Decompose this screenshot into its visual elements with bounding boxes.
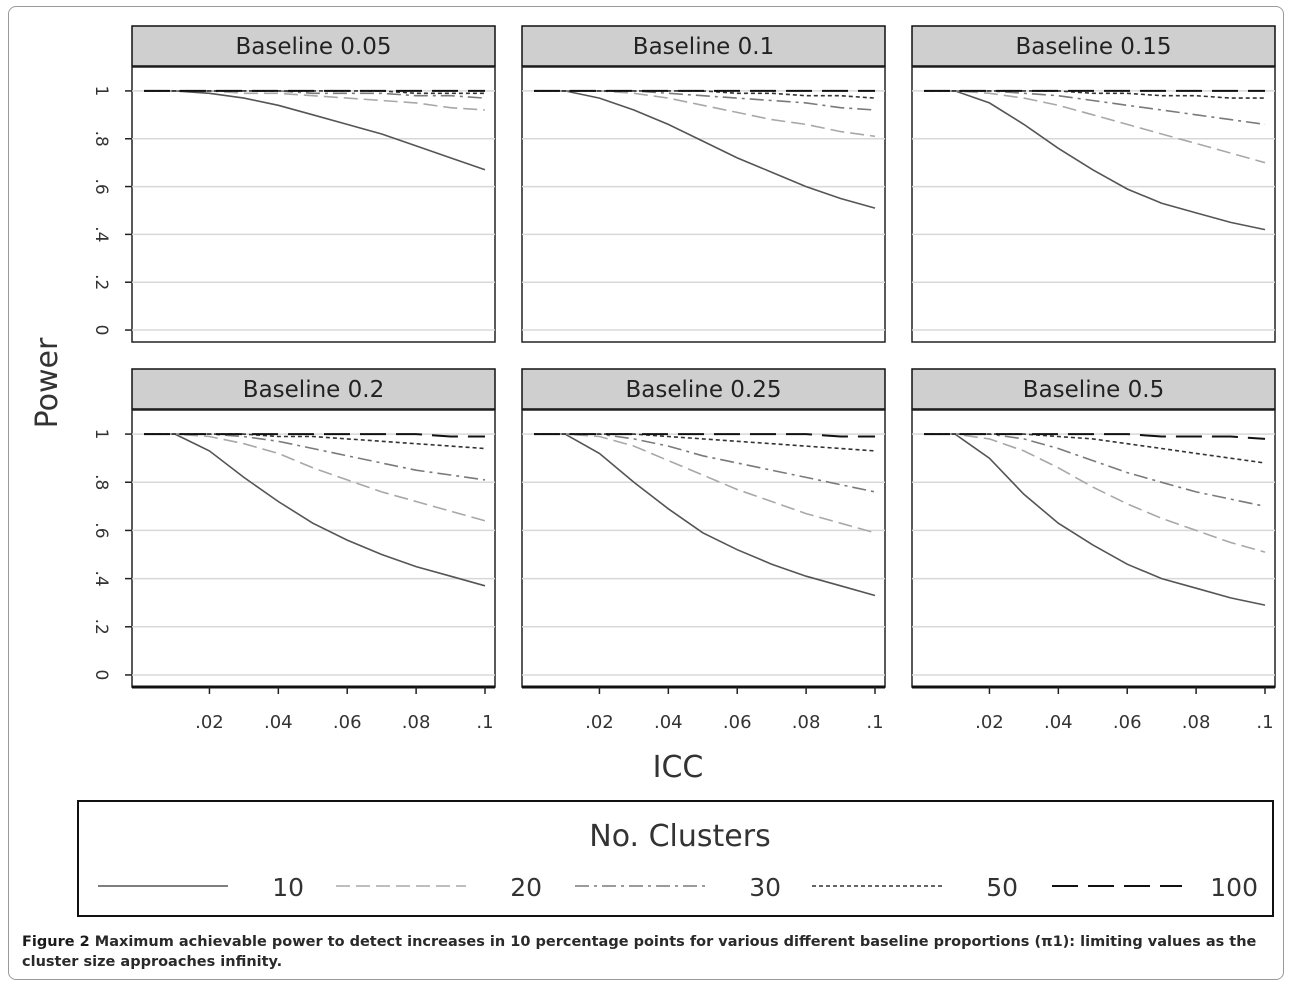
panel-strip	[911, 368, 1276, 410]
y-axis-label: Power	[30, 337, 65, 428]
x-tick-label: .02	[195, 712, 224, 733]
series-line-100	[534, 433, 875, 438]
legend-label: 20	[510, 873, 542, 902]
series-line-10	[924, 433, 1266, 606]
y-tick-label: 0	[91, 670, 111, 681]
panel-strip	[131, 25, 496, 67]
legend-entries: 10 20 30 50 100	[98, 873, 1258, 902]
x-tick-label: .1	[866, 712, 883, 733]
panel-strip	[131, 368, 496, 410]
legend: No. Clusters 10 20 30 50 100	[77, 800, 1274, 917]
panel-title: Baseline 0.2	[243, 377, 384, 403]
x-tick-label: .08	[402, 712, 431, 733]
series-line-30	[924, 433, 1266, 508]
series-line-20	[924, 90, 1266, 164]
x-tick-label: .04	[654, 712, 683, 733]
x-axis-label: ICC	[653, 750, 704, 785]
x-tick-label: .1	[1256, 712, 1273, 733]
x-tick-label: .02	[975, 712, 1004, 733]
series-line-10	[144, 433, 486, 587]
y-tick-label: .6	[91, 178, 111, 194]
x-tick-label: .1	[476, 712, 493, 733]
panel: Baseline 0.25 .02 .04 .06 .08 .1	[521, 368, 886, 733]
x-tick-label: .08	[1182, 712, 1211, 733]
series-line-30	[924, 90, 1266, 126]
y-tick-label: 0	[91, 325, 111, 336]
panel-strip	[521, 368, 886, 410]
y-tick-label: .6	[91, 522, 111, 538]
chart-panels: Baseline 0.05 0 .2 .4 .6 .8 1 Baseline 0.1 Basel…	[91, 25, 1276, 733]
panel: Baseline 0.5 .02 .04 .06 .08 .1	[911, 368, 1276, 733]
series-line-50	[534, 433, 876, 452]
x-tick-label: .02	[585, 712, 614, 733]
y-tick-label: .4	[91, 570, 111, 586]
legend-label: 10	[272, 873, 304, 902]
panel-strip	[521, 25, 886, 67]
series-line-50	[144, 433, 486, 450]
panel-strip	[911, 25, 1276, 67]
figure-label: Figure 2	[22, 934, 90, 950]
panel-title: Baseline 0.05	[235, 34, 391, 60]
series-line-100	[144, 433, 485, 438]
figure-caption: Figure 2 Maximum achievable power to det…	[22, 932, 1272, 972]
series-line-10	[534, 433, 876, 597]
legend-label: 30	[749, 873, 781, 902]
plot-area	[521, 66, 886, 343]
legend-label: 50	[986, 873, 1018, 902]
series-line-10	[924, 90, 1266, 231]
panel-title: Baseline 0.1	[633, 34, 774, 60]
plot-area	[521, 409, 886, 688]
series-line-10	[144, 90, 486, 171]
plot-area	[131, 409, 496, 688]
panel: Baseline 0.05 0 .2 .4 .6 .8 1	[91, 25, 496, 343]
y-tick-label: .4	[91, 226, 111, 242]
y-tick-label: .2	[91, 619, 111, 635]
series-line-10	[534, 90, 876, 209]
legend-box	[77, 800, 1274, 917]
x-tick-label: .04	[264, 712, 293, 733]
panel-title: Baseline 0.5	[1023, 377, 1164, 403]
panel: Baseline 0.2 0 .2 .4 .6 .8 1 .02 .04 .06 .08 .1	[91, 368, 496, 733]
series-line-50	[924, 90, 1265, 99]
y-tick-label: .8	[91, 474, 111, 490]
panel-title: Baseline 0.25	[625, 377, 781, 403]
panel-title: Baseline 0.15	[1015, 34, 1171, 60]
figure-caption-text: Maximum achievable power to detect incre…	[22, 934, 1257, 970]
series-line-30	[144, 90, 486, 99]
legend-title: No. Clusters	[589, 819, 770, 854]
series-line-20	[144, 433, 486, 522]
plot-area	[131, 66, 496, 343]
legend-label: 100	[1210, 873, 1258, 902]
series-line-30	[534, 90, 876, 111]
x-tick-label: .06	[723, 712, 752, 733]
y-tick-label: 1	[91, 85, 111, 96]
series-line-30	[534, 433, 876, 493]
series-line-20	[534, 433, 876, 534]
x-tick-label: .08	[792, 712, 821, 733]
plot-area	[911, 66, 1276, 343]
series-line-100	[924, 433, 1266, 440]
y-tick-label: 1	[91, 429, 111, 440]
x-tick-label: .06	[333, 712, 362, 733]
panel: Baseline 0.15	[911, 25, 1276, 343]
panel: Baseline 0.1	[521, 25, 886, 343]
x-tick-label: .04	[1044, 712, 1073, 733]
faceted-line-chart: Baseline 0.05 0 .2 .4 .6 .8 1 Baseline 0.1 Basel…	[30, 25, 1276, 917]
figure-frame	[8, 6, 1284, 980]
series-line-30	[144, 433, 486, 481]
y-tick-label: .2	[91, 274, 111, 290]
series-line-20	[924, 433, 1266, 553]
x-tick-label: .06	[1113, 712, 1142, 733]
series-line-50	[924, 433, 1266, 464]
plot-area	[911, 409, 1276, 688]
y-tick-label: .8	[91, 131, 111, 147]
